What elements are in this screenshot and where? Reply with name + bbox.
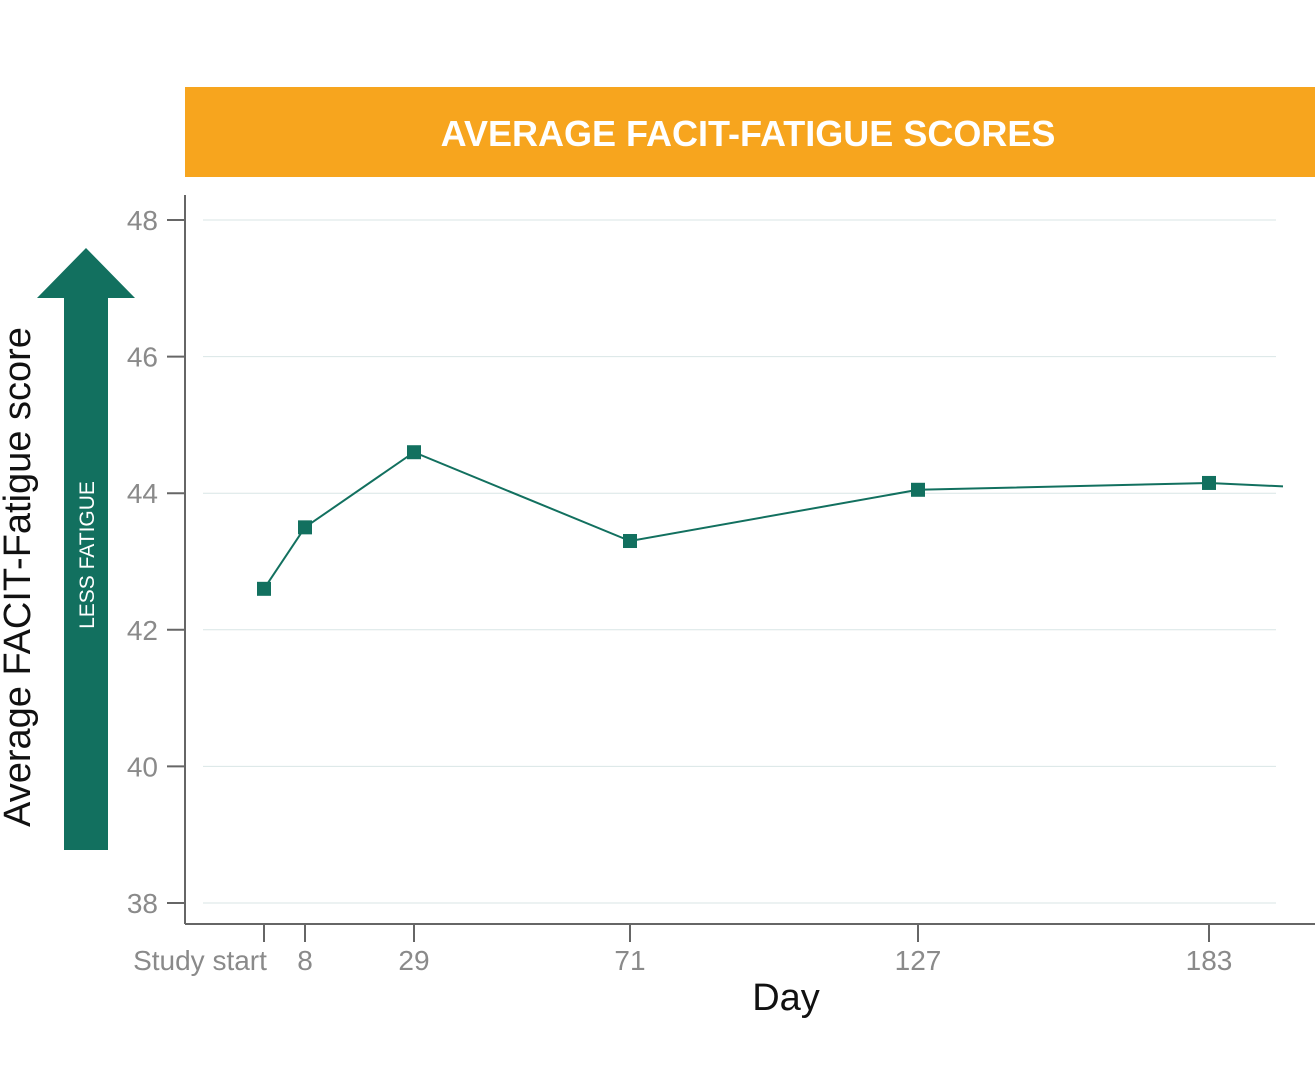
y-tick-label: 44 [127, 478, 158, 509]
data-point-marker [257, 581, 271, 596]
chart-title: AVERAGE FACIT-FATIGUE SCORES [441, 113, 1056, 154]
y-tick-label: 40 [127, 751, 158, 782]
data-point-marker [911, 482, 925, 497]
x-tick-label: 8 [297, 945, 313, 976]
x-axis-title: Day [752, 977, 820, 1019]
series-path [263, 451, 1284, 590]
data-point-marker [407, 445, 421, 460]
title-band [185, 87, 1315, 177]
y-tick-label: 42 [127, 615, 158, 646]
x-tick-label: 71 [614, 945, 645, 976]
data-point-marker [1202, 475, 1216, 490]
x-tick-label: 183 [1186, 945, 1233, 976]
y-tick-label: 48 [127, 205, 158, 236]
data-point-marker [623, 534, 637, 549]
data-point-marker [298, 520, 312, 535]
x-tick-label: 29 [398, 945, 429, 976]
less-fatigue-arrow [37, 248, 135, 850]
y-axis-title: Average FACIT-Fatigue score [0, 327, 39, 827]
gridlines [203, 219, 1276, 904]
y-axis-ticks: 38 40 42 44 46 48 [127, 205, 185, 919]
x-tick-label: Study start [133, 945, 267, 976]
less-fatigue-label: LESS FATIGUE [76, 481, 99, 629]
y-tick-label: 46 [127, 342, 158, 373]
x-axis-ticks: Study start 8 29 71 127 183 [133, 924, 1232, 976]
series-line [257, 445, 1284, 596]
x-tick-label: 127 [895, 945, 942, 976]
y-tick-label: 38 [127, 888, 158, 919]
